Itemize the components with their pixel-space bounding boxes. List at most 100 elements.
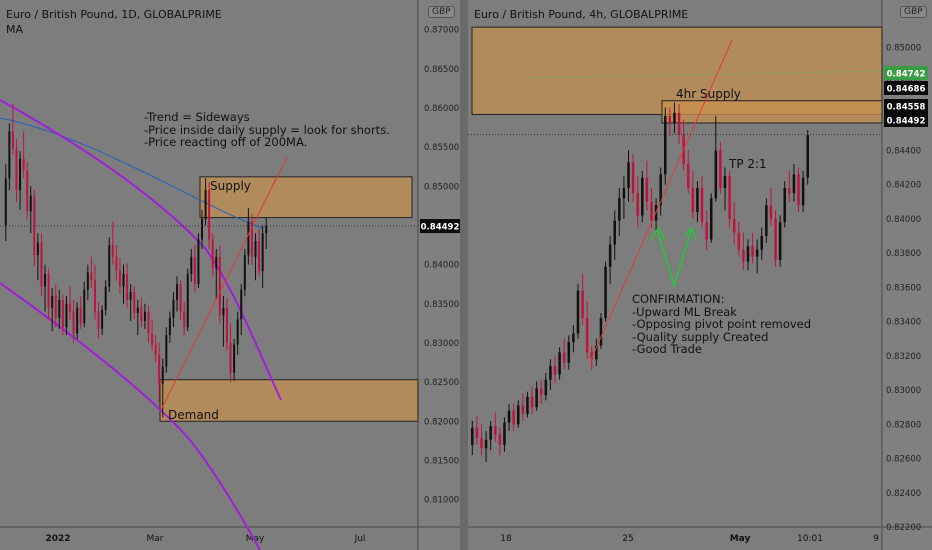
daily-candle <box>129 284 132 321</box>
candle-body <box>627 162 630 189</box>
daily-candle <box>186 268 189 332</box>
x-tick-label: 2022 <box>45 534 70 544</box>
h4-candle <box>512 403 515 432</box>
daily-candle <box>204 178 207 226</box>
candle-body <box>65 303 68 328</box>
daily-candle <box>79 295 82 329</box>
candle-body <box>530 396 534 408</box>
candle-body <box>608 244 612 267</box>
daily-candle <box>15 139 18 202</box>
daily-candle <box>58 289 61 329</box>
y-tick-label: 0.81500 <box>424 456 459 466</box>
daily-candle <box>261 225 264 289</box>
candle-body <box>801 177 805 206</box>
candle-body <box>645 177 649 202</box>
daily-candle <box>183 302 186 336</box>
candle-body <box>595 345 598 360</box>
ma-line-h4[interactable] <box>527 70 883 79</box>
daily-supply-zone[interactable] <box>199 176 413 219</box>
daily-chart-panel[interactable]: 0.870000.865000.860000.855000.850000.845… <box>0 0 460 550</box>
h4-candle <box>714 116 718 202</box>
daily-candle <box>76 302 79 339</box>
h4-candle <box>576 283 580 339</box>
candle-body <box>599 318 603 346</box>
candle-body <box>179 284 182 312</box>
h4-candle <box>788 170 791 202</box>
daily-candle <box>250 213 253 265</box>
candle-body <box>233 344 236 373</box>
h4-candle <box>494 412 497 442</box>
h4-candle <box>507 403 511 432</box>
daily-candle <box>211 233 214 277</box>
daily-demand-zone[interactable] <box>159 379 419 422</box>
y-tick-label: 0.84400 <box>886 146 921 156</box>
y-tick-label: 0.86500 <box>424 65 459 75</box>
channel-upper-curve[interactable] <box>0 99 282 401</box>
h4-candle <box>696 181 699 223</box>
price-scale-daily[interactable] <box>418 0 460 550</box>
candle-body <box>254 241 257 257</box>
ma-indicator-label[interactable]: MA <box>6 23 24 36</box>
h4-supply-zone[interactable] <box>661 100 883 124</box>
x-tick-label: 18 <box>500 534 512 544</box>
h4-chart-panel[interactable]: 0.850000.848000.846000.844000.842000.840… <box>468 0 932 550</box>
daily-candle <box>197 233 200 289</box>
candle-body <box>93 280 96 312</box>
candle-body <box>585 318 589 353</box>
daily-candle <box>115 245 118 281</box>
h4-upper-zone[interactable] <box>471 26 883 115</box>
candle-body <box>618 198 621 221</box>
y-tick-label: 0.81000 <box>424 496 459 506</box>
daily-candle <box>218 245 221 324</box>
h4-candle <box>516 400 520 428</box>
price-tag-ma <box>884 66 928 80</box>
h4-candle <box>719 141 722 194</box>
candle-body <box>61 299 64 328</box>
confirmation-notes: CONFIRMATION: -Upward ML Break -Opposing… <box>632 292 812 356</box>
h4-trend-line[interactable] <box>589 39 733 363</box>
candle-body <box>118 270 121 287</box>
price-tag-label: 0.84558 <box>887 103 926 113</box>
currency-badge-daily[interactable]: GBP <box>428 6 455 18</box>
price-tag-current <box>884 113 928 127</box>
candle-body <box>143 311 146 321</box>
candle-body <box>15 148 18 191</box>
daily-chart-canvas[interactable]: 0.870000.865000.860000.855000.850000.845… <box>0 0 460 550</box>
panel-divider[interactable] <box>460 0 468 550</box>
candle-body <box>590 352 594 360</box>
y-tick-label: 0.83000 <box>886 386 921 396</box>
h4-candle <box>613 210 616 260</box>
candle-body <box>140 307 143 321</box>
candle-body <box>641 177 644 216</box>
daily-trend-line[interactable] <box>160 156 288 411</box>
h4-candle <box>562 338 566 370</box>
daily-candle <box>254 233 257 281</box>
ma-200-line[interactable] <box>0 117 263 229</box>
daily-candle <box>8 123 11 191</box>
candle-body <box>147 311 150 334</box>
h4-candle <box>631 153 635 202</box>
confirmation-arrow-lines[interactable] <box>657 227 693 289</box>
daily-candle <box>90 256 93 289</box>
h4-candle <box>599 313 603 349</box>
candle-body <box>265 226 268 234</box>
daily-candle <box>222 295 225 347</box>
daily-candle <box>236 311 239 355</box>
y-tick-label: 0.84200 <box>886 181 921 191</box>
candle-body <box>8 131 11 179</box>
candle-body <box>664 116 667 175</box>
h4-chart-canvas[interactable]: 0.850000.848000.846000.844000.842000.840… <box>468 0 932 550</box>
daily-candle <box>44 264 47 312</box>
daily-candle <box>225 297 228 351</box>
h4-candle <box>664 107 667 185</box>
candle-body <box>11 131 14 149</box>
daily-candle <box>97 302 100 339</box>
h4-candle <box>691 170 695 219</box>
candle-body <box>54 295 57 318</box>
candle-body <box>129 292 132 300</box>
y-tick-label: 0.82600 <box>886 455 921 465</box>
currency-badge-h4[interactable]: GBP <box>900 6 927 18</box>
candle-body <box>44 273 47 287</box>
channel-lower-curve[interactable] <box>0 282 261 550</box>
candle-body <box>104 286 107 311</box>
